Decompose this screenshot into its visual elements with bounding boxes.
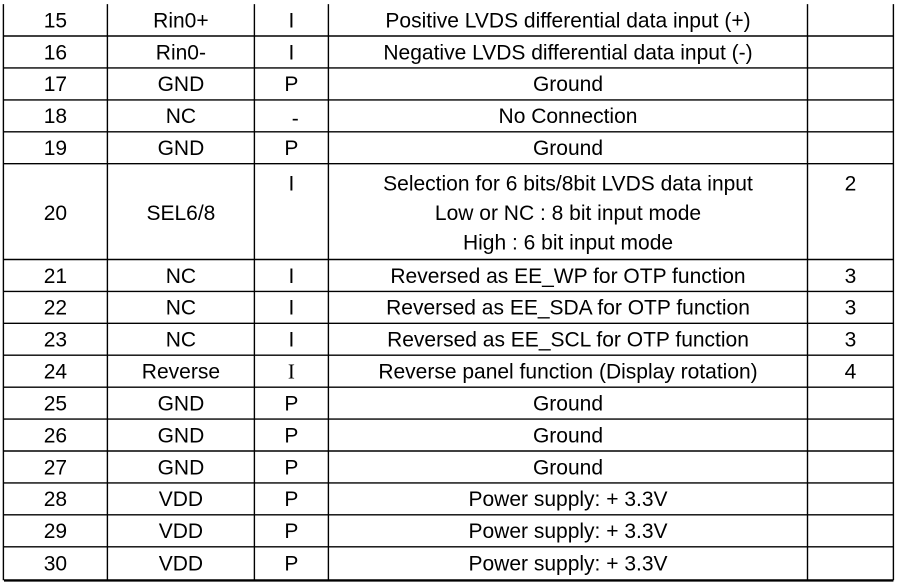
svg-text:Low or NC : 8 bit input mode: Low or NC : 8 bit input mode <box>435 202 701 225</box>
svg-text:GND: GND <box>158 137 205 160</box>
svg-text:No Connection: No Connection <box>499 105 638 128</box>
svg-text:17: 17 <box>44 73 67 96</box>
svg-text:3: 3 <box>845 297 857 320</box>
svg-text:P: P <box>284 552 298 575</box>
svg-text:P: P <box>284 393 298 416</box>
svg-text:High : 6 bit input mode: High : 6 bit input mode <box>463 231 673 254</box>
svg-text:-: - <box>292 108 299 131</box>
svg-text:15: 15 <box>44 9 67 32</box>
svg-text:27: 27 <box>44 456 67 479</box>
svg-text:NC: NC <box>166 265 196 288</box>
svg-text:P: P <box>284 137 298 160</box>
svg-text:VDD: VDD <box>159 488 203 511</box>
svg-text:Rin0-: Rin0- <box>156 41 206 64</box>
svg-text:VDD: VDD <box>159 552 203 575</box>
svg-text:20: 20 <box>44 202 67 225</box>
svg-text:I: I <box>288 172 294 195</box>
svg-text:SEL6/8: SEL6/8 <box>146 202 215 225</box>
svg-text:I: I <box>288 297 294 320</box>
svg-text:I: I <box>288 329 294 352</box>
svg-text:Negative LVDS differential dat: Negative LVDS differential data input (-… <box>383 41 752 64</box>
svg-text:NC: NC <box>166 329 196 352</box>
svg-text:16: 16 <box>44 41 67 64</box>
svg-text:2: 2 <box>845 172 857 195</box>
svg-text:Ground: Ground <box>533 424 603 447</box>
svg-text:25: 25 <box>44 393 67 416</box>
svg-text:30: 30 <box>44 552 67 575</box>
svg-text:Ground: Ground <box>533 456 603 479</box>
svg-text:P: P <box>284 520 298 543</box>
svg-text:P: P <box>284 456 298 479</box>
svg-text:Reversed as EE_WP for OTP func: Reversed as EE_WP for OTP function <box>390 265 745 288</box>
svg-text:Reversed as EE_SCL for OTP fun: Reversed as EE_SCL for OTP function <box>387 329 749 352</box>
svg-text:Power supply: + 3.3V: Power supply: + 3.3V <box>468 552 667 575</box>
svg-text:3: 3 <box>845 265 857 288</box>
svg-text:P: P <box>284 488 298 511</box>
svg-text:P: P <box>284 73 298 96</box>
svg-text:19: 19 <box>44 137 67 160</box>
svg-text:Reverse: Reverse <box>142 361 220 384</box>
svg-text:24: 24 <box>44 361 68 384</box>
svg-text:GND: GND <box>158 424 205 447</box>
svg-text:Power supply: + 3.3V: Power supply: + 3.3V <box>468 488 667 511</box>
svg-text:21: 21 <box>44 265 67 288</box>
svg-text:29: 29 <box>44 520 67 543</box>
svg-text:Selection for 6 bits/8bit LVDS: Selection for 6 bits/8bit LVDS data inpu… <box>383 172 753 195</box>
svg-text:I: I <box>288 9 294 32</box>
svg-text:GND: GND <box>158 73 205 96</box>
svg-text:Positive LVDS differential dat: Positive LVDS differential data input (+… <box>385 9 750 32</box>
svg-text:Reversed as EE_SDA for OTP fun: Reversed as EE_SDA for OTP function <box>386 297 750 320</box>
svg-text:GND: GND <box>158 456 205 479</box>
svg-text:Ground: Ground <box>533 73 603 96</box>
svg-text:NC: NC <box>166 297 196 320</box>
svg-text:Ground: Ground <box>533 137 603 160</box>
svg-text:4: 4 <box>845 361 857 384</box>
svg-text:22: 22 <box>44 297 67 320</box>
svg-text:I: I <box>288 265 294 288</box>
svg-text:NC: NC <box>166 105 196 128</box>
svg-text:23: 23 <box>44 329 67 352</box>
svg-text:Rin0+: Rin0+ <box>153 9 208 32</box>
svg-text:Reverse panel function (Displa: Reverse panel function (Display rotation… <box>378 361 757 384</box>
svg-text:3: 3 <box>845 329 857 352</box>
svg-text:Ground: Ground <box>533 393 603 416</box>
svg-text:18: 18 <box>44 105 67 128</box>
svg-text:I: I <box>288 41 294 64</box>
svg-text:P: P <box>284 424 298 447</box>
svg-text:I: I <box>288 360 295 384</box>
svg-text:VDD: VDD <box>159 520 203 543</box>
svg-text:28: 28 <box>44 488 67 511</box>
svg-text:Power supply: + 3.3V: Power supply: + 3.3V <box>468 520 667 543</box>
svg-text:26: 26 <box>44 424 67 447</box>
svg-text:GND: GND <box>158 393 205 416</box>
